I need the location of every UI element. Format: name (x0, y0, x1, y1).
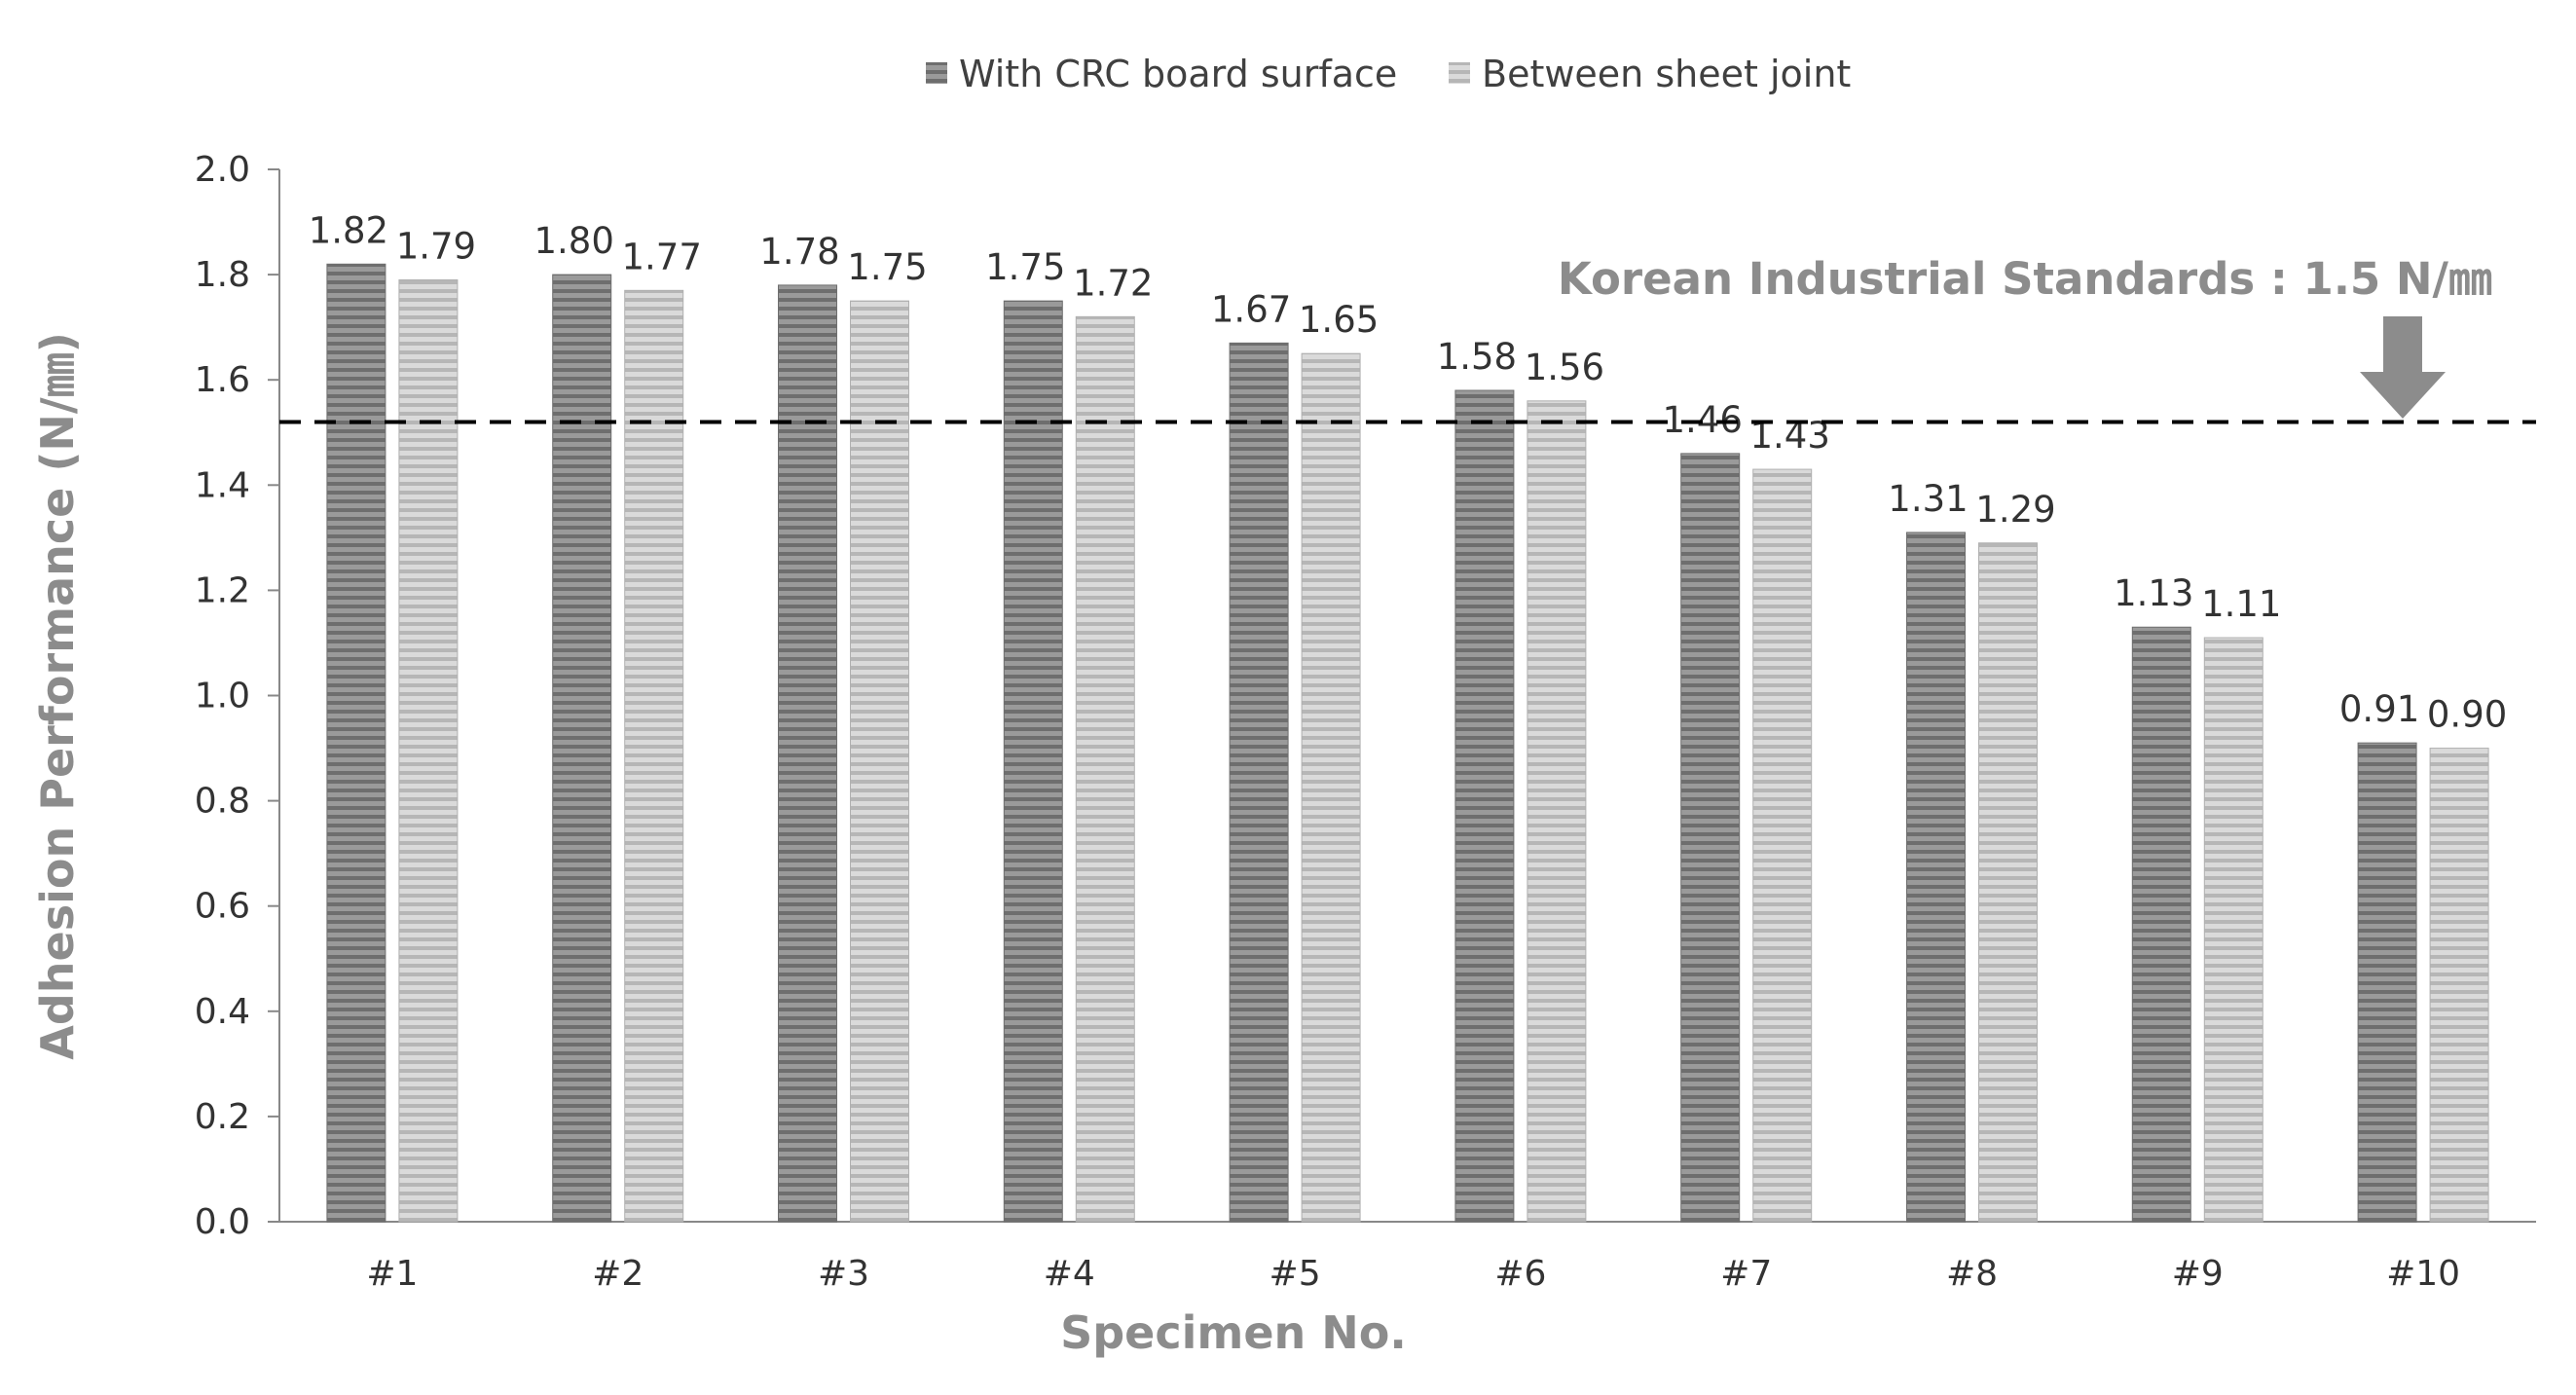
bar-series-1 (326, 263, 386, 1223)
legend-item-series-1: With CRC board surface (926, 53, 1397, 95)
y-tick-label: 0.6 (195, 887, 250, 927)
y-tick-label: 0.4 (195, 992, 250, 1032)
y-tick-label: 1.2 (195, 570, 250, 610)
data-label-series-2: 1.65 (1299, 299, 1379, 341)
bar-series-1 (552, 274, 612, 1223)
x-tick-label: #5 (1270, 1254, 1321, 1294)
y-tick-label: 0.0 (195, 1202, 250, 1242)
y-tick-label: 1.6 (195, 360, 250, 400)
legend-label-series-1: With CRC board surface (959, 53, 1397, 95)
data-label-series-1: 1.75 (985, 246, 1065, 288)
y-axis-title: Adhesion Performance (N/㎜) (31, 332, 84, 1059)
y-tick-label: 0.8 (195, 782, 250, 822)
bar-series-2 (1301, 352, 1361, 1223)
bar-series-1 (1229, 342, 1289, 1223)
bar-series-1 (1680, 453, 1741, 1223)
legend-swatch-series-1 (926, 62, 947, 84)
reference-annotation: Korean Industrial Standards : 1.5 N/㎜ (1558, 253, 2492, 305)
data-label-series-2: 1.56 (1525, 347, 1604, 388)
bar-series-2 (398, 279, 459, 1223)
x-tick-label: #3 (818, 1254, 869, 1294)
x-axis-title: Specimen No. (1060, 1306, 1407, 1359)
data-label-series-2: 1.11 (2201, 583, 2281, 625)
x-tick-label: #2 (592, 1254, 644, 1294)
y-tick-label: 2.0 (195, 150, 250, 190)
y-tick-label: 0.2 (195, 1097, 250, 1137)
bar-series-1 (1906, 532, 1966, 1223)
data-label-series-1: 1.31 (1888, 478, 1968, 520)
x-tick-label: #1 (366, 1254, 418, 1294)
data-label-series-2: 1.75 (847, 246, 927, 288)
data-label-series-1: 1.82 (309, 209, 388, 251)
y-tick-label: 1.0 (195, 677, 250, 716)
bar-series-2 (2429, 748, 2489, 1223)
data-label-series-1: 1.80 (534, 220, 614, 262)
x-axis-ticks: #1 #2 #3 #4 #5 #6 #7 #8 #9 #10 (366, 1254, 2460, 1294)
bar-series-2 (1527, 400, 1587, 1223)
bar-series-1 (1003, 300, 1063, 1223)
bar-series-2 (1978, 542, 2038, 1223)
legend: With CRC board surface Between sheet joi… (926, 53, 1851, 95)
data-label-series-1: 1.78 (759, 231, 839, 273)
bar-series-1 (778, 284, 837, 1223)
down-arrow-icon (2360, 316, 2446, 419)
x-tick-label: #6 (1494, 1254, 1546, 1294)
bar-series-2 (1075, 315, 1135, 1223)
data-label-series-1: 1.67 (1211, 288, 1291, 330)
x-tick-label: #10 (2386, 1254, 2460, 1294)
bar-series-1 (2131, 626, 2191, 1223)
data-label-series-1: 1.58 (1437, 336, 1517, 378)
y-axis-ticks: 0.0 0.2 0.4 0.6 0.8 1.0 1.2 1.4 1.6 1.8 2.0 (195, 150, 279, 1242)
bar-series-2 (850, 300, 909, 1223)
x-tick-label: #8 (1946, 1254, 1998, 1294)
bar-series-1 (2357, 742, 2417, 1223)
y-tick-label: 1.8 (195, 255, 250, 295)
bars (326, 263, 2489, 1223)
data-label-series-2: 1.29 (1975, 489, 2055, 531)
legend-label-series-2: Between sheet joint (1482, 53, 1851, 95)
x-tick-label: #7 (1720, 1254, 1772, 1294)
bar-series-2 (1752, 468, 1813, 1223)
data-label-series-1: 1.46 (1663, 399, 1743, 441)
data-label-series-1: 0.91 (2339, 688, 2419, 730)
bar-series-1 (1454, 389, 1515, 1223)
x-tick-label: #4 (1044, 1254, 1095, 1294)
legend-item-series-2: Between sheet joint (1449, 53, 1851, 95)
data-label-series-2: 1.72 (1073, 262, 1153, 304)
data-label-series-2: 1.77 (622, 236, 702, 277)
data-labels: 1.82 1.79 1.80 1.77 1.78 1.75 1.75 1.721.67 1.65… (309, 209, 2508, 735)
y-tick-label: 1.4 (195, 465, 250, 505)
data-label-series-2: 1.79 (396, 226, 476, 268)
bar-series-2 (624, 289, 684, 1223)
x-tick-label: #9 (2172, 1254, 2224, 1294)
legend-swatch-series-2 (1449, 62, 1470, 84)
bar-series-2 (2203, 637, 2263, 1223)
data-label-series-2: 0.90 (2427, 694, 2507, 736)
data-label-series-1: 1.13 (2114, 572, 2193, 614)
